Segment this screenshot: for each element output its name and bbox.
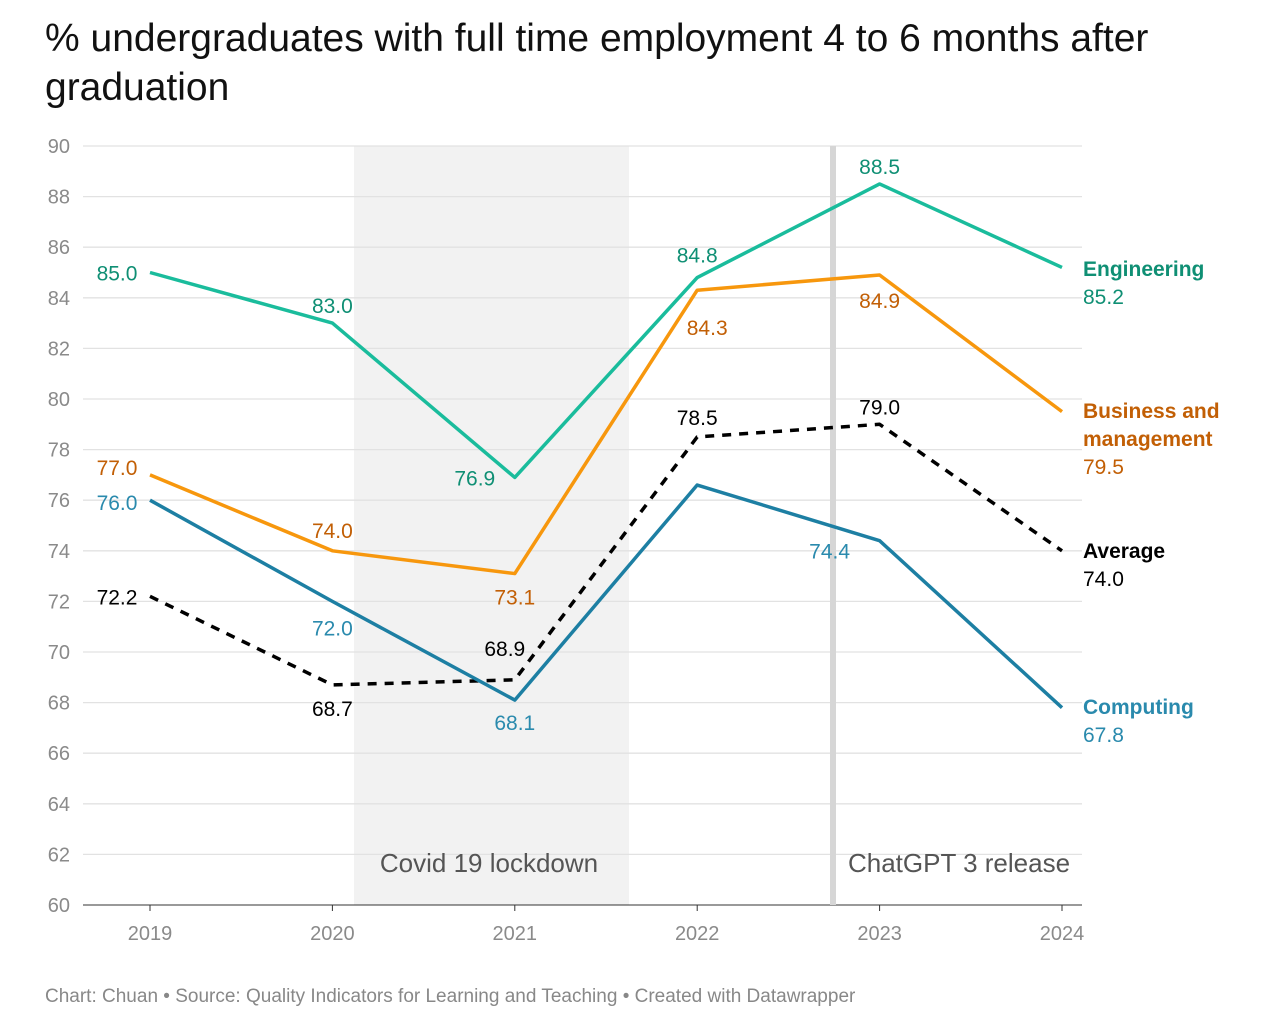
y-tick-label: 90 — [48, 136, 70, 158]
business-and-management-data-label: 73.1 — [494, 587, 535, 610]
computing-data-label: 76.0 — [97, 492, 138, 515]
y-tick-label: 60 — [48, 895, 70, 917]
line-chart: 60 62 64 66 68 70 72 74 76 78 80 82 84 86 88 90 Covid 19… — [48, 136, 1220, 945]
average-data-label: 72.2 — [97, 586, 138, 609]
y-tick-label: 82 — [48, 338, 70, 360]
x-tick-label: 2022 — [675, 923, 720, 945]
average-end-value: 74.0 — [1083, 568, 1124, 591]
x-tick-label: 2019 — [128, 923, 173, 945]
engineering-data-label: 88.5 — [859, 156, 900, 179]
x-tick-label: 2021 — [493, 923, 538, 945]
computing-data-label: 68.1 — [494, 712, 535, 735]
y-tick-label: 88 — [48, 187, 70, 209]
y-tick-label: 68 — [48, 693, 70, 715]
business-and-management-line — [149, 273, 1064, 576]
average-line — [149, 422, 1063, 687]
engineering-data-label: 85.0 — [97, 263, 138, 286]
covid-annotation: Covid 19 lockdown — [380, 848, 598, 878]
engineering-end-value: 85.2 — [1083, 286, 1124, 309]
average-series-label: Average — [1083, 540, 1165, 563]
y-tick-label: 74 — [48, 541, 70, 563]
covid-shaded-range — [354, 146, 629, 905]
y-tick-label: 62 — [48, 844, 70, 866]
engineering-data-label: 76.9 — [454, 467, 495, 490]
y-tick-label: 66 — [48, 743, 70, 765]
y-tick-label: 72 — [48, 591, 70, 613]
business-and-management-data-label: 77.0 — [97, 457, 138, 480]
y-tick-label: 70 — [48, 642, 70, 664]
engineering-data-label: 83.0 — [312, 295, 353, 318]
chart-footer: Chart: Chuan • Source: Quality Indicator… — [45, 986, 856, 1007]
engineering-series-label: Engineering — [1083, 258, 1204, 281]
x-tick-label: 2020 — [310, 923, 355, 945]
y-tick-label: 64 — [48, 794, 70, 816]
business-and-management-series-label: Business and — [1083, 400, 1220, 423]
chart-title: % undergraduates with full time employme… — [45, 17, 1149, 109]
computing-line — [149, 483, 1064, 709]
computing-end-value: 67.8 — [1083, 724, 1124, 747]
business-and-management-data-label: 84.3 — [687, 317, 728, 340]
y-tick-label: 78 — [48, 440, 70, 462]
y-tick-label: 76 — [48, 490, 70, 512]
x-tick-label: 2024 — [1040, 923, 1085, 945]
computing-data-label: 74.4 — [809, 541, 850, 564]
business-and-management-data-label: 74.0 — [312, 520, 353, 543]
average-data-label: 78.5 — [677, 407, 718, 430]
average-data-label: 68.9 — [484, 638, 525, 661]
chatgpt-annotation: ChatGPT 3 release — [848, 848, 1070, 878]
average-data-label: 68.7 — [312, 698, 353, 721]
business-and-management-data-label: 84.9 — [859, 290, 900, 313]
business-and-management-end-value: 79.5 — [1083, 456, 1124, 479]
y-tick-label: 84 — [48, 288, 70, 310]
average-data-label: 79.0 — [859, 396, 900, 419]
y-tick-label: 86 — [48, 237, 70, 259]
engineering-data-label: 84.8 — [677, 245, 718, 268]
engineering-line — [149, 182, 1063, 480]
x-tick-label: 2023 — [857, 923, 902, 945]
y-tick-label: 80 — [48, 389, 70, 411]
computing-series-label: Computing — [1083, 696, 1194, 719]
computing-data-label: 72.0 — [312, 617, 353, 640]
business-and-management-series-label: management — [1083, 428, 1213, 451]
